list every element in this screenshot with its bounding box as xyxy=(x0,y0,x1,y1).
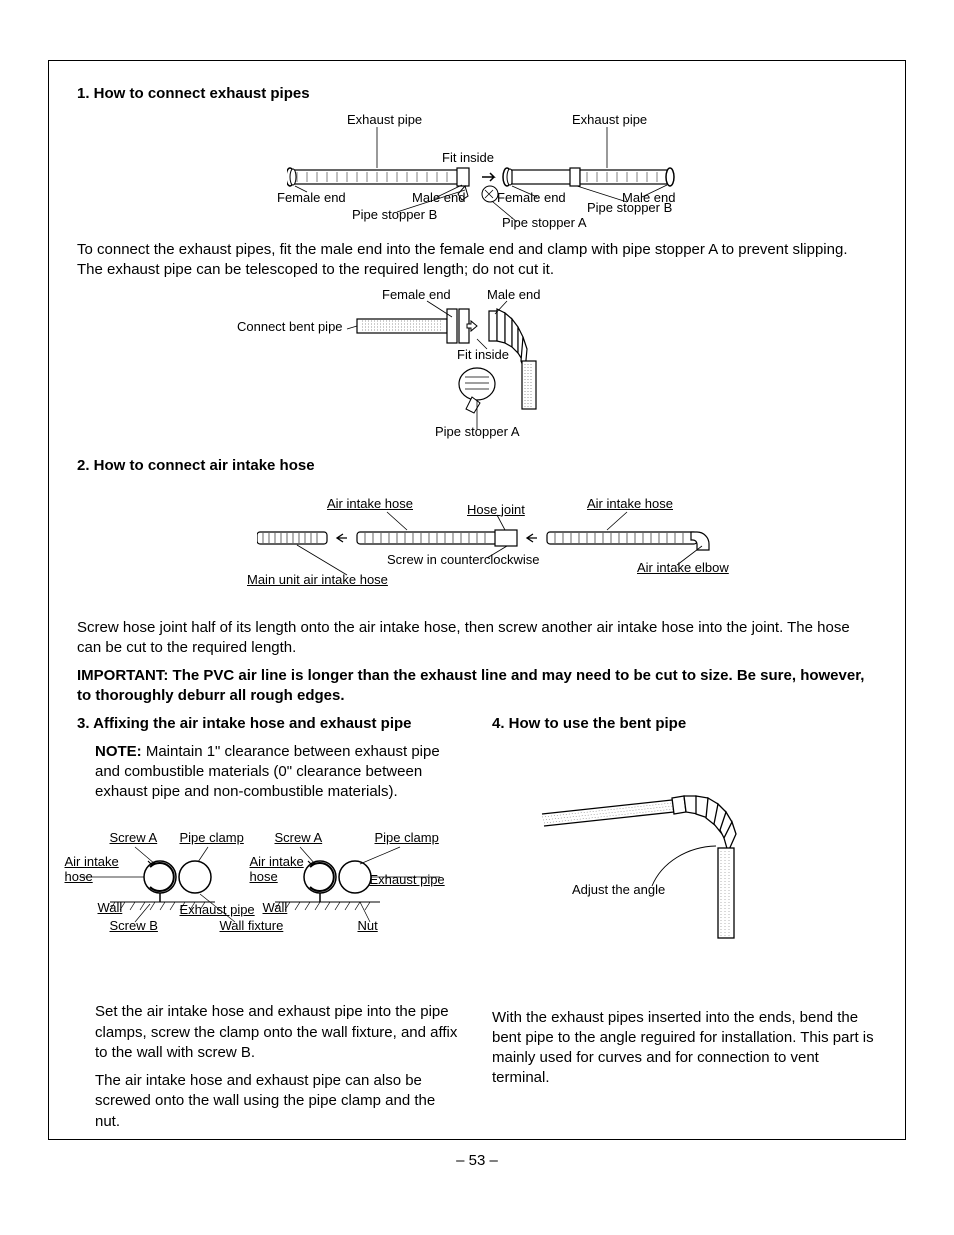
diag-s4-svg xyxy=(532,786,792,966)
s3-pipeClamp1: Pipe clamp xyxy=(180,830,244,845)
section4: 4. How to use the bent pipe xyxy=(492,715,877,1140)
label-male-end-d2: Male end xyxy=(487,287,540,302)
label-pipe-stopper-b1: Pipe stopper B xyxy=(352,207,437,222)
s3-exhaust1: Exhaust pipe xyxy=(180,902,255,917)
label-pipe-stopper-a1: Pipe stopper A xyxy=(502,215,587,230)
label-air-intake-1: Air intake hose xyxy=(327,496,413,511)
s3-wall1: Wall xyxy=(98,900,123,915)
section3-body2: The air intake hose and exhaust pipe can… xyxy=(77,1071,462,1132)
section1-diagram1: Exhaust pipe Exhaust pipe Fit inside Fem… xyxy=(287,112,747,232)
label-exhaust-pipe-2: Exhaust pipe xyxy=(572,112,647,127)
s3-wallfixture: Wall fixture xyxy=(220,918,284,933)
label-air-intake-elbow: Air intake elbow xyxy=(637,560,729,575)
label-female-end-d2: Female end xyxy=(382,287,451,302)
section4-body: With the exhaust pipes inserted into the… xyxy=(492,1008,877,1089)
label-pipe-stopper-b2: Pipe stopper B xyxy=(587,200,672,215)
s3-nut: Nut xyxy=(358,918,378,933)
section1-diagram2: Female end Male end Connect bent pipe Fi… xyxy=(297,289,617,449)
s3-airhose2: Air intake hose xyxy=(250,854,305,884)
note-text: Maintain 1" clearance between exhaust pi… xyxy=(95,743,440,801)
section2-diagram: Air intake hose Hose joint Air intake ho… xyxy=(257,490,777,600)
s3-screwA2: Screw A xyxy=(275,830,323,845)
section3: 3. Affixing the air intake hose and exha… xyxy=(77,715,462,1140)
section3-note: NOTE: Maintain 1" clearance between exha… xyxy=(77,742,462,803)
label-female-end-1: Female end xyxy=(277,190,346,205)
s3-pipeClamp2: Pipe clamp xyxy=(375,830,439,845)
label-connect-bent: Connect bent pipe xyxy=(237,319,343,334)
section1-body: To connect the exhaust pipes, fit the ma… xyxy=(77,240,877,281)
s3-exhaust2: Exhaust pipe xyxy=(370,872,445,887)
sections-3-4: 3. Affixing the air intake hose and exha… xyxy=(77,715,877,1140)
label-female-end-2: Female end xyxy=(497,190,566,205)
label-fit-inside-1: Fit inside xyxy=(442,150,494,165)
label-exhaust-pipe-1: Exhaust pipe xyxy=(347,112,422,127)
s3-airhose1: Air intake hose xyxy=(65,854,120,884)
s3-screwB: Screw B xyxy=(110,918,158,933)
label-hose-joint: Hose joint xyxy=(467,502,525,517)
section3-heading: 3. Affixing the air intake hose and exha… xyxy=(77,715,462,732)
section2-important: IMPORTANT: The PVC air line is longer th… xyxy=(77,666,877,707)
section3-body1: Set the air intake hose and exhaust pipe… xyxy=(77,1002,462,1063)
section1-heading: 1. How to connect exhaust pipes xyxy=(77,85,877,102)
section3-diagram: Screw A Pipe clamp Screw A Pipe clamp Ai… xyxy=(80,822,460,952)
s4-adjust: Adjust the angle xyxy=(572,882,665,897)
label-pipe-stopper-a-d2: Pipe stopper A xyxy=(435,424,520,439)
note-label: NOTE: xyxy=(95,743,142,760)
label-main-unit: Main unit air intake hose xyxy=(247,572,388,587)
section2-body: Screw hose joint half of its length onto… xyxy=(77,618,877,659)
s3-screwA1: Screw A xyxy=(110,830,158,845)
page: 1. How to connect exhaust pipes xyxy=(0,0,954,1235)
label-fit-inside-d2: Fit inside xyxy=(457,347,509,362)
page-number: – 53 – xyxy=(48,1152,906,1169)
label-male-end-1: Male end xyxy=(412,190,465,205)
content-frame: 1. How to connect exhaust pipes xyxy=(48,60,906,1140)
label-screw-ccw: Screw in counterclockwise xyxy=(387,552,539,567)
section4-diagram: Adjust the angle xyxy=(532,786,792,966)
section2-heading: 2. How to connect air intake hose xyxy=(77,457,877,474)
section4-heading: 4. How to use the bent pipe xyxy=(492,715,877,732)
s3-wall2: Wall xyxy=(263,900,288,915)
label-air-intake-2: Air intake hose xyxy=(587,496,673,511)
